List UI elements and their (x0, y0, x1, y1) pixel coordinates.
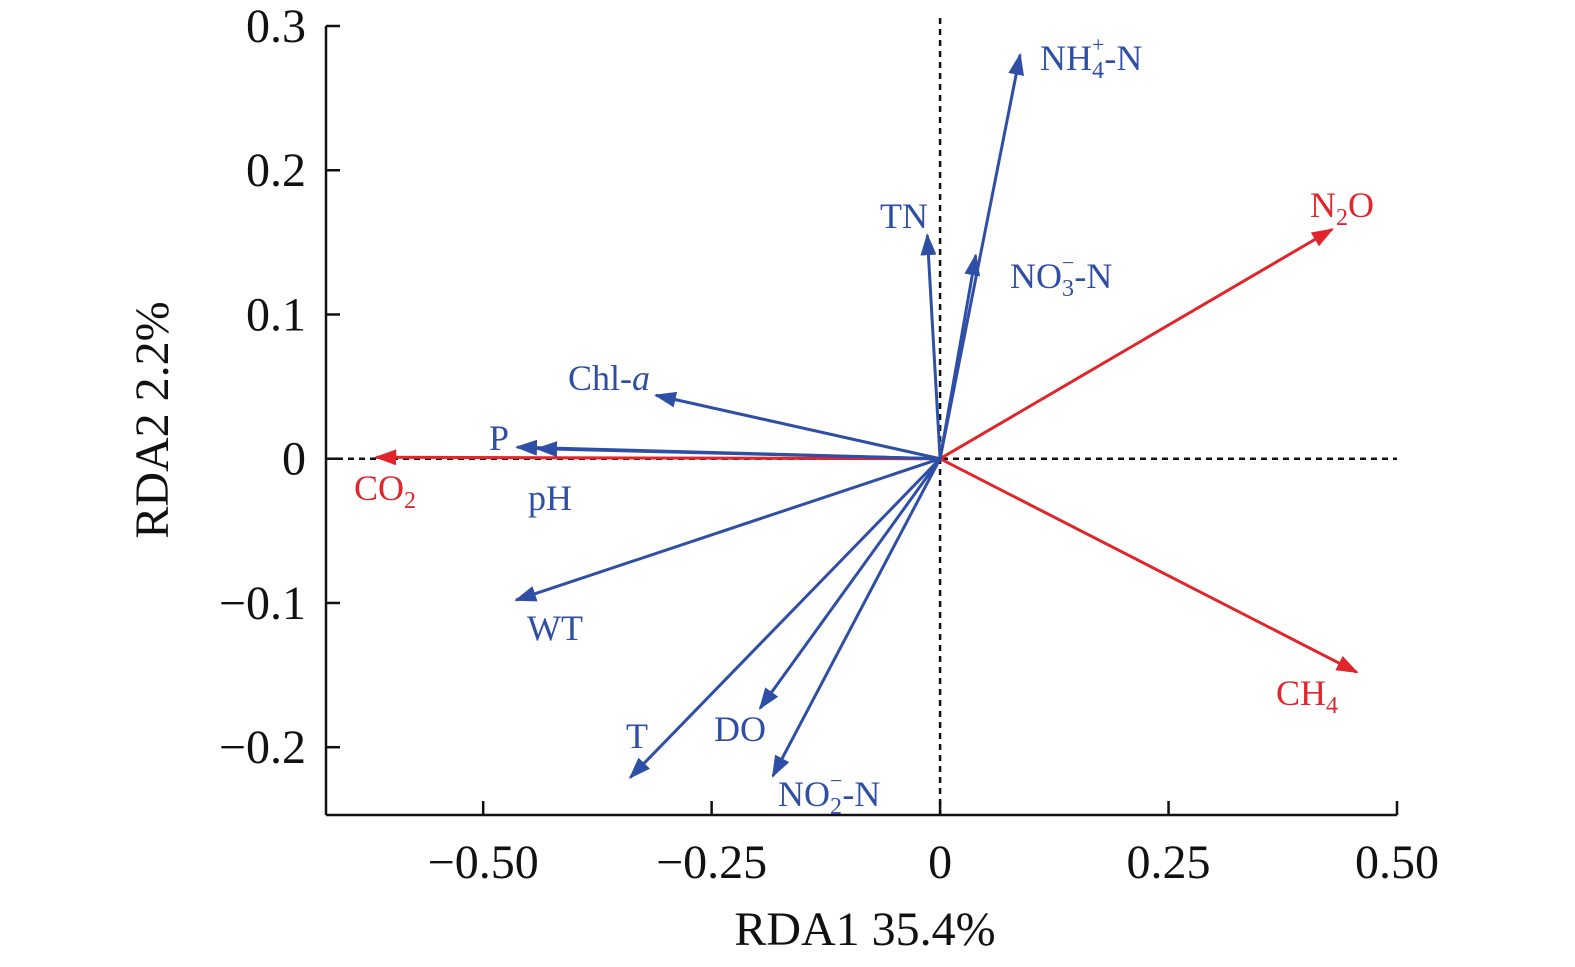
y-tick-label: 0.3 (246, 0, 306, 53)
x-tick-label: 0.50 (1355, 836, 1439, 889)
vector-arrow-ch4 (939, 457, 1359, 674)
vector-label-wt: WT (527, 608, 583, 648)
vector-label-nh4n: NH4+-N (1040, 32, 1142, 84)
x-axis-label: RDA1 35.4% (734, 903, 995, 956)
vector-label-p: P (489, 418, 509, 458)
y-axis-label: RDA2 2.2% (126, 301, 179, 538)
vector-arrow-no3n (938, 253, 981, 459)
vector-label-ph: pH (528, 478, 572, 518)
vector-label-no2n: NO2−-N (778, 768, 880, 820)
vector-arrow-t (628, 457, 942, 779)
vector-arrow-wt (514, 457, 941, 602)
y-tick-label: −0.2 (219, 721, 306, 774)
vector-label-chla: Chl-a (568, 358, 650, 398)
vector-label-no3n: NO3−-N (1010, 250, 1112, 302)
y-tick-label: 0.2 (246, 144, 306, 197)
vector-label-co2: CO2 (354, 468, 416, 514)
vector-label-t: T (626, 716, 648, 756)
vector-arrow-no2n (771, 458, 942, 778)
vectors: N2O CH4 CO2 NH4+-N TN NO3−-N Chl-a PpH WT T DO NO2−… (354, 32, 1374, 820)
y-tick-label: −0.1 (219, 577, 306, 630)
y-tick-label: 0.1 (246, 288, 306, 341)
x-tick-label: 0 (928, 836, 952, 889)
vector-label-do: DO (714, 709, 766, 749)
vector-arrow-chla (653, 391, 941, 461)
vector-label-tn: TN (880, 196, 928, 236)
x-tick-label: −0.25 (656, 836, 767, 889)
vector-arrow-co2 (374, 449, 941, 466)
vector-arrow-do (758, 457, 942, 710)
vector-label-n2o: N2O (1310, 185, 1374, 231)
y-tick-label: 0 (282, 433, 306, 486)
vector-label-ch4: CH4 (1276, 673, 1338, 719)
axes: −0.50 −0.25 0 0.25 0.50 −0.2 −0.1 0 0.1 0.2 0.3 (219, 0, 1439, 889)
x-tick-label: 0.25 (1127, 836, 1211, 889)
vector-arrow-ph (535, 441, 941, 461)
vector-arrow-tn (920, 233, 942, 459)
x-tick-label: −0.50 (428, 836, 539, 889)
vector-arrow-n2o (939, 228, 1334, 461)
